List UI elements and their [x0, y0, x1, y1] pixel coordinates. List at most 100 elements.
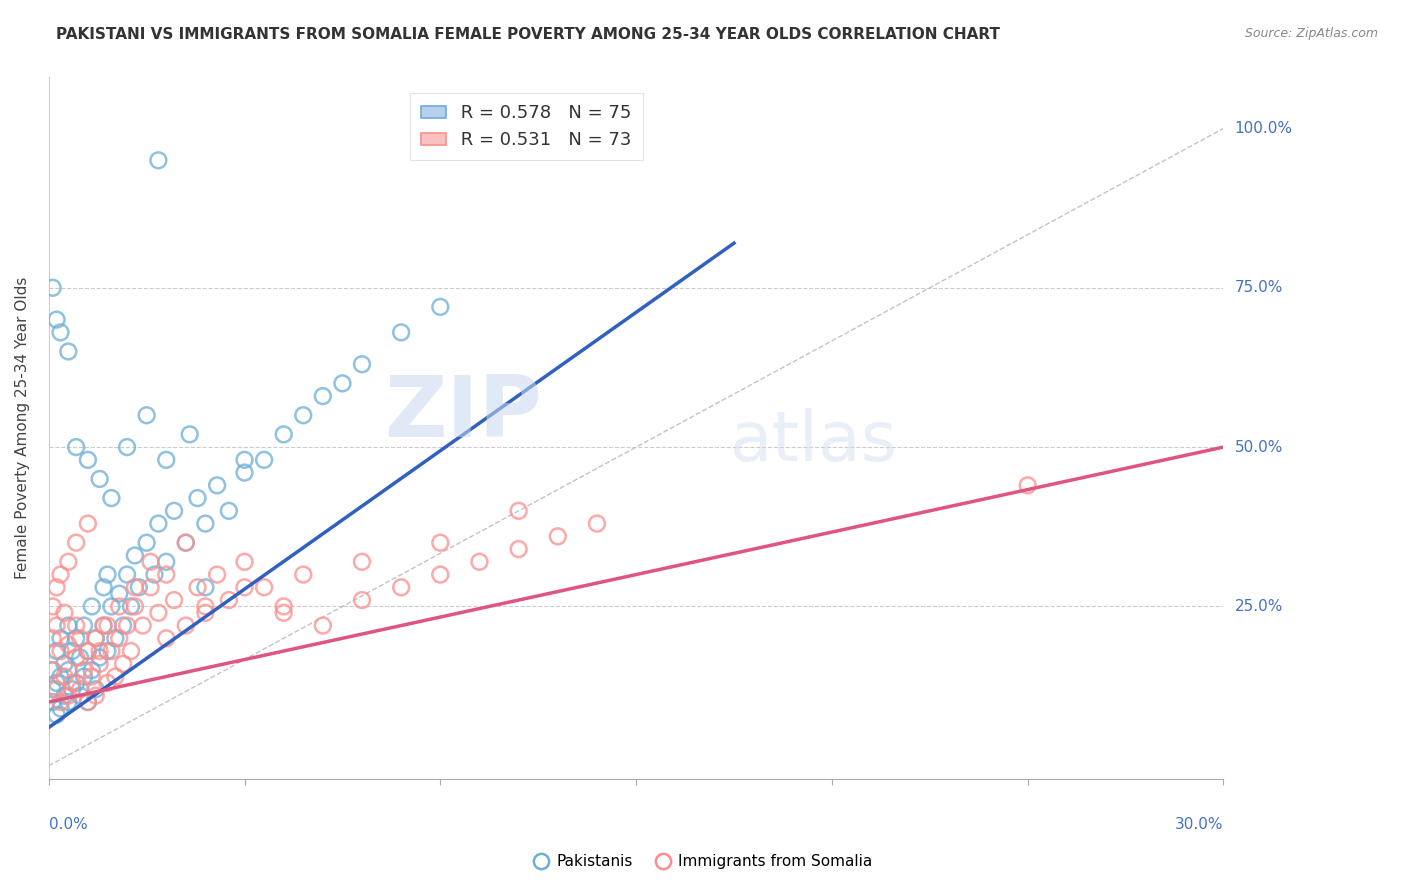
- Point: [41, 663, 63, 677]
- Point: [41, 682, 63, 697]
- Point: [41, 695, 63, 709]
- Point: [233, 453, 256, 467]
- Point: [89, 644, 111, 658]
- Point: [163, 504, 186, 518]
- Point: [139, 580, 162, 594]
- Point: [508, 504, 530, 518]
- Point: [77, 644, 100, 658]
- Point: [45, 644, 67, 658]
- Point: [292, 567, 315, 582]
- Point: [163, 593, 186, 607]
- Point: [100, 491, 122, 505]
- Point: [187, 491, 209, 505]
- Point: [77, 644, 100, 658]
- Point: [65, 618, 87, 632]
- Point: [41, 663, 63, 677]
- Point: [233, 466, 256, 480]
- Point: [77, 695, 100, 709]
- Point: [49, 567, 72, 582]
- Point: [80, 669, 103, 683]
- Point: [508, 542, 530, 557]
- Point: [77, 516, 100, 531]
- Point: [233, 555, 256, 569]
- Point: [112, 657, 135, 671]
- Point: [77, 453, 100, 467]
- Point: [194, 516, 217, 531]
- Point: [49, 701, 72, 715]
- Point: [108, 587, 131, 601]
- Point: [194, 580, 217, 594]
- Point: [41, 281, 63, 295]
- Point: [65, 440, 87, 454]
- Point: [148, 516, 170, 531]
- Point: [148, 153, 170, 168]
- Point: [155, 453, 177, 467]
- Point: [104, 632, 127, 646]
- Point: [58, 618, 80, 632]
- Point: [45, 676, 67, 690]
- Point: [65, 632, 87, 646]
- Point: [112, 618, 135, 632]
- Point: [115, 618, 138, 632]
- Point: [41, 599, 63, 614]
- Point: [96, 618, 118, 632]
- Point: [143, 567, 166, 582]
- Point: [93, 618, 115, 632]
- Point: [1017, 478, 1039, 492]
- Point: [45, 580, 67, 594]
- Point: [174, 535, 197, 549]
- Point: [135, 535, 157, 549]
- Point: [58, 555, 80, 569]
- Point: [350, 357, 373, 371]
- Text: 0.0%: 0.0%: [49, 817, 87, 832]
- Point: [128, 580, 150, 594]
- Point: [69, 682, 91, 697]
- Point: [53, 657, 76, 671]
- Point: [77, 695, 100, 709]
- Point: [389, 580, 412, 594]
- Point: [586, 516, 609, 531]
- Point: [273, 599, 295, 614]
- Text: ZIP: ZIP: [384, 373, 543, 456]
- Point: [120, 599, 142, 614]
- Point: [233, 580, 256, 594]
- Point: [84, 632, 107, 646]
- Point: [350, 555, 373, 569]
- Point: [49, 695, 72, 709]
- Point: [253, 453, 276, 467]
- Point: [273, 427, 295, 442]
- Text: 100.0%: 100.0%: [1234, 121, 1292, 136]
- Y-axis label: Female Poverty Among 25-34 Year Olds: Female Poverty Among 25-34 Year Olds: [15, 277, 30, 579]
- Point: [155, 567, 177, 582]
- Text: Source: ZipAtlas.com: Source: ZipAtlas.com: [1244, 27, 1378, 40]
- Point: [174, 535, 197, 549]
- Point: [273, 606, 295, 620]
- Point: [155, 632, 177, 646]
- Point: [139, 555, 162, 569]
- Point: [65, 650, 87, 665]
- Point: [73, 669, 96, 683]
- Point: [73, 663, 96, 677]
- Point: [69, 689, 91, 703]
- Point: [253, 580, 276, 594]
- Point: [187, 580, 209, 594]
- Point: [41, 632, 63, 646]
- Point: [218, 504, 240, 518]
- Point: [60, 644, 83, 658]
- Point: [93, 618, 115, 632]
- Text: atlas: atlas: [730, 409, 898, 475]
- Point: [49, 669, 72, 683]
- Point: [89, 472, 111, 486]
- Point: [84, 632, 107, 646]
- Point: [115, 567, 138, 582]
- Point: [135, 409, 157, 423]
- Point: [429, 300, 451, 314]
- Legend:  R = 0.578   N = 75,  R = 0.531   N = 73: R = 0.578 N = 75, R = 0.531 N = 73: [411, 94, 643, 161]
- Point: [53, 606, 76, 620]
- Point: [58, 344, 80, 359]
- Point: [115, 440, 138, 454]
- Point: [45, 682, 67, 697]
- Point: [468, 555, 491, 569]
- Text: PAKISTANI VS IMMIGRANTS FROM SOMALIA FEMALE POVERTY AMONG 25-34 YEAR OLDS CORREL: PAKISTANI VS IMMIGRANTS FROM SOMALIA FEM…: [56, 27, 1000, 42]
- Point: [205, 567, 228, 582]
